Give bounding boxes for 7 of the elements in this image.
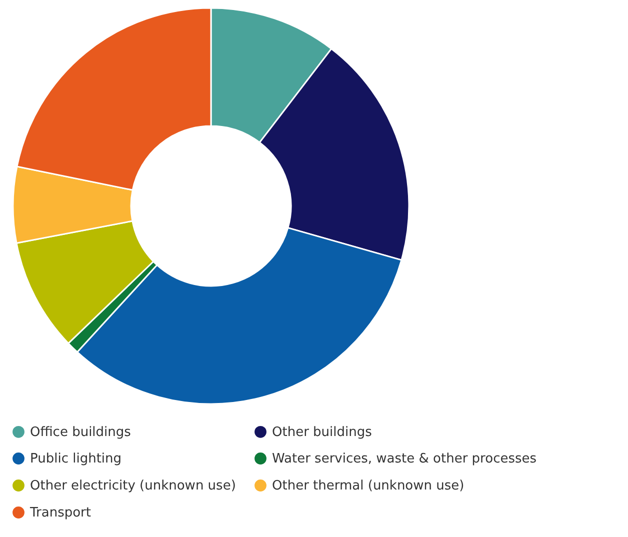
legend-label: Water services, waste & other processes — [272, 452, 537, 466]
legend-label: Office buildings — [30, 424, 132, 440]
legend-label: Public lighting — [30, 452, 122, 466]
legend-label: Other electricity (unknown use) — [30, 478, 236, 494]
legend-label: Other thermal (unknown use) — [272, 478, 464, 494]
legend-label: Other buildings — [272, 424, 372, 440]
legend-label: Transport — [29, 506, 92, 520]
